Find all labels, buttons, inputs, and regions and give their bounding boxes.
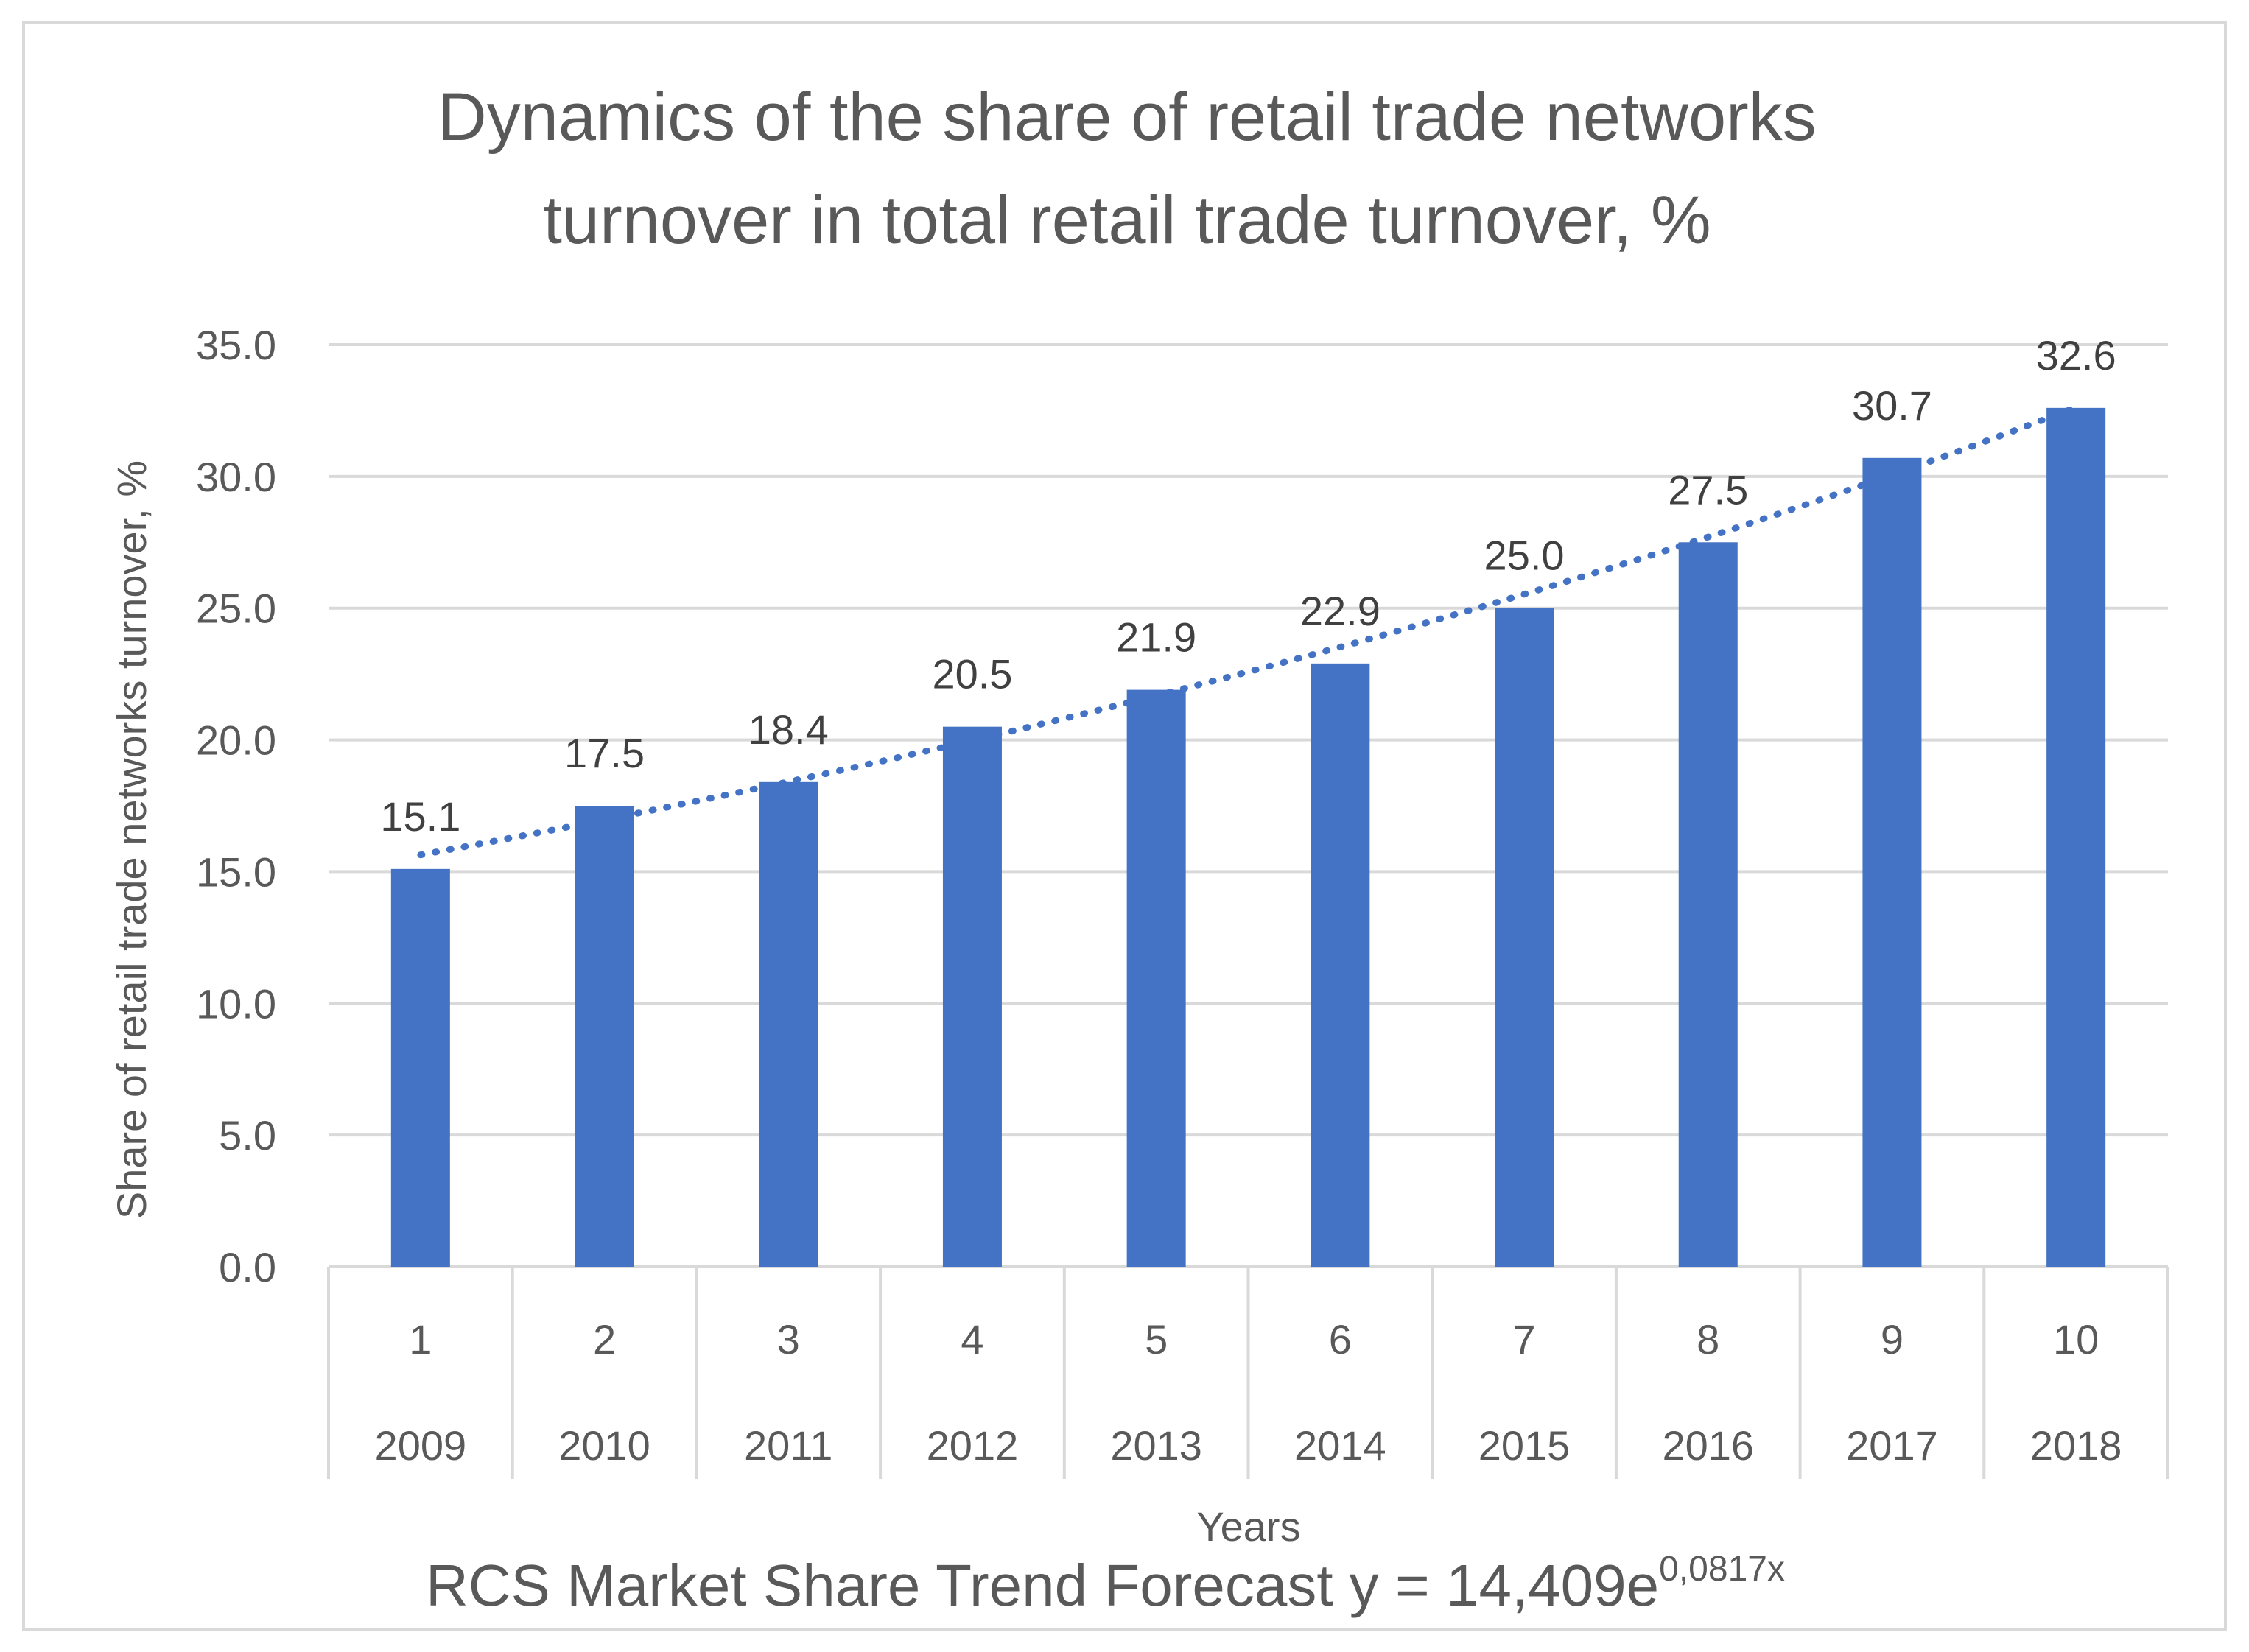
x-tick-label-index: 8 — [1697, 1316, 1719, 1363]
y-tick-label: 15.0 — [196, 848, 276, 895]
y-tick-label: 30.0 — [196, 454, 276, 500]
x-tick-label-index: 10 — [2053, 1316, 2099, 1363]
x-tick-label-index: 4 — [961, 1316, 983, 1363]
x-tick-label-year: 2016 — [1662, 1422, 1754, 1469]
trend-forecast-exponent: 0,0817x — [1659, 1550, 1785, 1589]
trend-forecast-text: RCS Market Share Trend Forecast y = 14,4… — [426, 1553, 1659, 1618]
x-tick-label-index: 5 — [1145, 1316, 1168, 1363]
x-tick-label-index: 6 — [1329, 1316, 1352, 1363]
trendline-path — [417, 404, 2080, 859]
bar — [1126, 689, 1186, 1267]
x-tick-label-year: 2018 — [2030, 1422, 2122, 1469]
y-tick-label: 25.0 — [196, 586, 276, 632]
bar — [1862, 457, 1922, 1267]
x-tick-label-index: 7 — [1512, 1316, 1535, 1363]
chart-title-line-1: Dynamics of the share of retail trade ne… — [438, 80, 1817, 155]
x-tick-label-year: 2017 — [1846, 1422, 1938, 1469]
data-label: 27.5 — [1668, 466, 1748, 513]
bar — [1311, 663, 1370, 1267]
bar — [1678, 542, 1738, 1267]
bar — [942, 726, 1002, 1267]
data-label: 18.4 — [748, 706, 829, 753]
x-tick-label-index: 1 — [409, 1316, 432, 1363]
x-axis: 1 2009 2 2010 3 2011 4 2012 5 2013 6 2014 7 2015 8 2016… — [327, 1265, 2169, 1479]
y-tick-label: 0.0 — [219, 1244, 276, 1290]
x-tick-label-year: 2009 — [375, 1422, 467, 1469]
data-label: 21.9 — [1116, 614, 1196, 661]
data-label: 20.5 — [932, 651, 1012, 697]
x-tick-label-year: 2014 — [1294, 1422, 1386, 1469]
bar — [1495, 608, 1554, 1267]
y-tick-label: 20.0 — [196, 717, 276, 764]
y-axis-title: Share of retail trade networks turnover,… — [108, 460, 155, 1219]
bars — [390, 407, 2106, 1267]
data-label: 25.0 — [1484, 532, 1565, 579]
y-tick-label: 35.0 — [196, 322, 276, 368]
data-label: 22.9 — [1300, 588, 1380, 634]
gridlines — [329, 343, 2168, 1137]
x-tick-label-year: 2011 — [744, 1422, 832, 1469]
data-label: 32.6 — [2036, 332, 2116, 379]
x-tick-label-year: 2012 — [927, 1422, 1019, 1469]
chart-frame — [22, 21, 2227, 1631]
y-tick-label: 10.0 — [196, 980, 276, 1027]
y-axis-ticks: 0.0 5.0 10.0 15.0 20.0 25.0 30.0 35.0 — [196, 322, 276, 1290]
x-tick-label-year: 2013 — [1110, 1422, 1202, 1469]
x-tick-label-index: 3 — [777, 1316, 800, 1363]
x-tick-label-year: 2015 — [1478, 1422, 1571, 1469]
x-tick-label-year: 2010 — [558, 1422, 650, 1469]
trend-forecast-label: RCS Market Share Trend Forecast y = 14,4… — [426, 1550, 1785, 1618]
x-tick-label-index: 9 — [1881, 1316, 1904, 1363]
x-tick-label-index: 2 — [593, 1316, 616, 1363]
data-label: 17.5 — [564, 730, 645, 776]
bar — [390, 868, 450, 1267]
data-label: 30.7 — [1852, 382, 1932, 429]
bar — [575, 806, 634, 1267]
x-axis-title: Years — [1196, 1503, 1300, 1550]
data-labels: 15.1 17.5 18.4 20.5 21.9 22.9 25.0 27.5 30.7 32.6 — [380, 332, 2116, 840]
trendline — [417, 404, 2080, 859]
data-label: 15.1 — [380, 793, 460, 840]
chart-title-line-2: turnover in total retail trade turnover,… — [543, 183, 1711, 258]
bar — [2046, 407, 2106, 1267]
y-tick-label: 5.0 — [219, 1112, 276, 1159]
bar — [759, 781, 818, 1267]
